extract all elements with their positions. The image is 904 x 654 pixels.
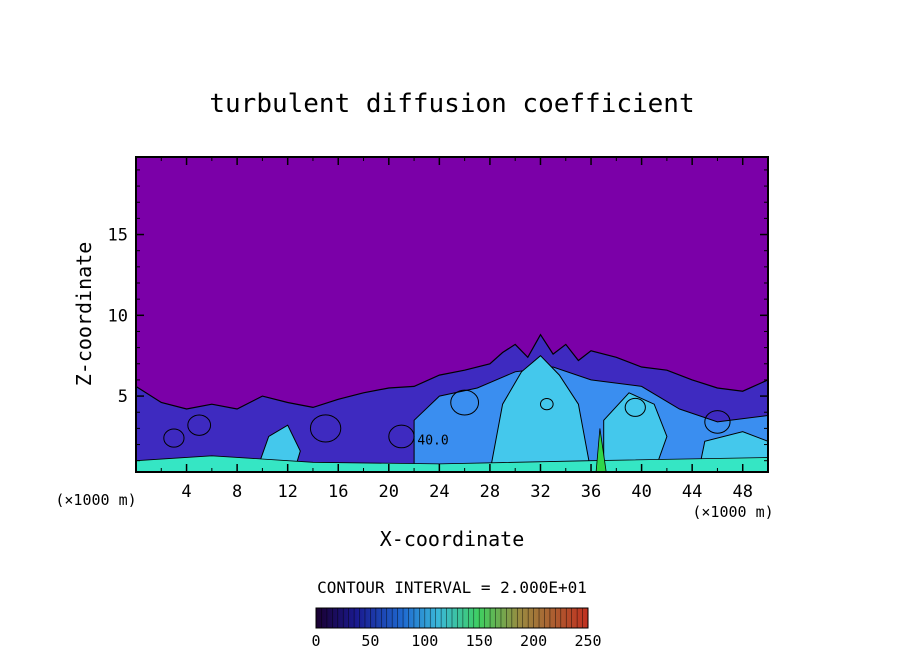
contour-line	[539, 398, 554, 411]
colorbar-tick-label: 100	[411, 632, 438, 650]
x-tick-label: 20	[379, 482, 399, 502]
contour-line	[704, 410, 731, 434]
x-tick-label: 28	[480, 482, 500, 502]
chart-title: turbulent diffusion coefficient	[209, 89, 694, 119]
x-axis-label: X-coordinate	[380, 527, 525, 551]
y-unit-label: (×1000 m)	[55, 491, 136, 509]
contour-line	[163, 428, 185, 448]
contour-line	[187, 414, 212, 436]
high-value-region	[603, 392, 668, 472]
x-tick-label: 32	[530, 482, 550, 502]
contour-interval-text: CONTOUR INTERVAL = 2.000E+01	[317, 578, 587, 597]
x-tick-label: 44	[682, 482, 702, 502]
contour-line	[624, 397, 646, 417]
y-axis-label: Z-coordinate	[72, 242, 96, 387]
diffusion-field: 40.0	[136, 157, 768, 472]
contour-line	[309, 414, 342, 443]
peak-value-region	[136, 455, 768, 472]
colorbar-tick-label: 200	[520, 632, 547, 650]
x-tick-label: 36	[581, 482, 601, 502]
colorbar-tick-label: 150	[466, 632, 493, 650]
y-tick-label: 10	[108, 306, 128, 326]
x-unit-label: (×1000 m)	[692, 503, 773, 521]
y-axis: 5 10 15	[108, 169, 768, 462]
x-tick-label: 8	[232, 482, 242, 502]
colorbar-tick-label: 0	[311, 632, 320, 650]
x-tick-label: 4	[181, 482, 191, 502]
y-tick-label: 5	[118, 387, 128, 407]
colorbar-tick-label: 250	[574, 632, 601, 650]
x-tick-label: 40	[631, 482, 651, 502]
y-tick-label: 15	[108, 226, 128, 246]
colorbar-stripes	[315, 608, 589, 628]
contour-line	[450, 389, 480, 416]
core-region	[595, 428, 607, 472]
contour-label: 40.0	[417, 434, 448, 449]
colorbar-tick-label: 50	[361, 632, 379, 650]
x-tick-label: 16	[328, 482, 348, 502]
colorbar-axis: 0 50 100 150 200 250	[311, 632, 601, 650]
contour-line	[388, 424, 415, 449]
x-tick-label: 48	[732, 482, 752, 502]
x-tick-label: 12	[277, 482, 297, 502]
x-tick-label: 24	[429, 482, 449, 502]
plot-frame	[135, 156, 769, 473]
x-axis: 4 8 12 16 20 24 28 32 36 40 44 48	[160, 157, 753, 502]
